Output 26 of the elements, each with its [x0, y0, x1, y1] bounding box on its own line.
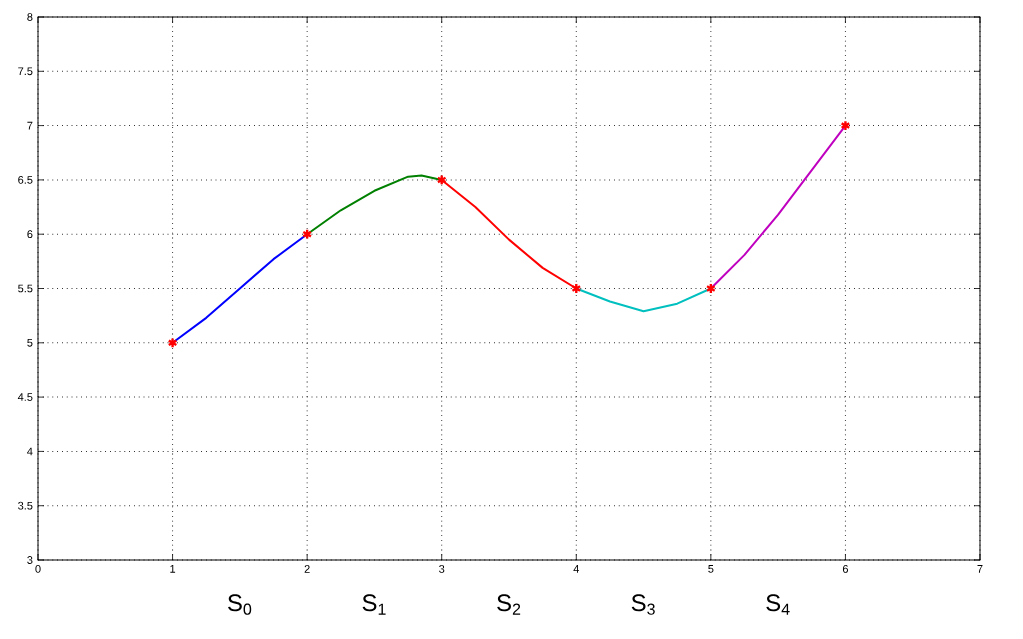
text: S$_{3}$ — [631, 594, 655, 615]
x-tick-label: 2 — [304, 565, 310, 573]
x-tick-label: 0 — [35, 565, 41, 573]
y-tick-label: 6 — [27, 230, 33, 239]
x-tick-label: 6 — [842, 565, 849, 573]
y-tick-label: 4.5 — [17, 393, 33, 401]
y-tick-label: 7.5 — [18, 67, 33, 76]
x-tick-label: 4 — [573, 565, 580, 573]
x-tick-label: 1 — [170, 565, 176, 573]
y-tick-label: 7 — [27, 121, 33, 130]
y-tick-label: 3.5 — [18, 501, 33, 510]
text: S$_{2}$ — [497, 594, 521, 615]
x-tick-label: 7 — [977, 565, 983, 573]
x-tick-label: 5 — [708, 565, 714, 573]
y-tick-label: 3 — [27, 556, 33, 564]
y-tick-label: 5 — [27, 338, 33, 347]
text: S$_{0}$ — [228, 594, 252, 615]
y-tick-label: 5.5 — [18, 284, 33, 293]
y-tick-label: 6.5 — [18, 176, 33, 184]
text: S$_{4}$ — [766, 594, 790, 615]
x-tick-label: 3 — [439, 565, 445, 573]
text: S$_{1}$ — [362, 594, 386, 615]
y-tick-label: 4 — [27, 447, 33, 456]
point — [302, 228, 313, 240]
point — [167, 337, 178, 349]
y-tick-label: 8 — [27, 13, 33, 21]
